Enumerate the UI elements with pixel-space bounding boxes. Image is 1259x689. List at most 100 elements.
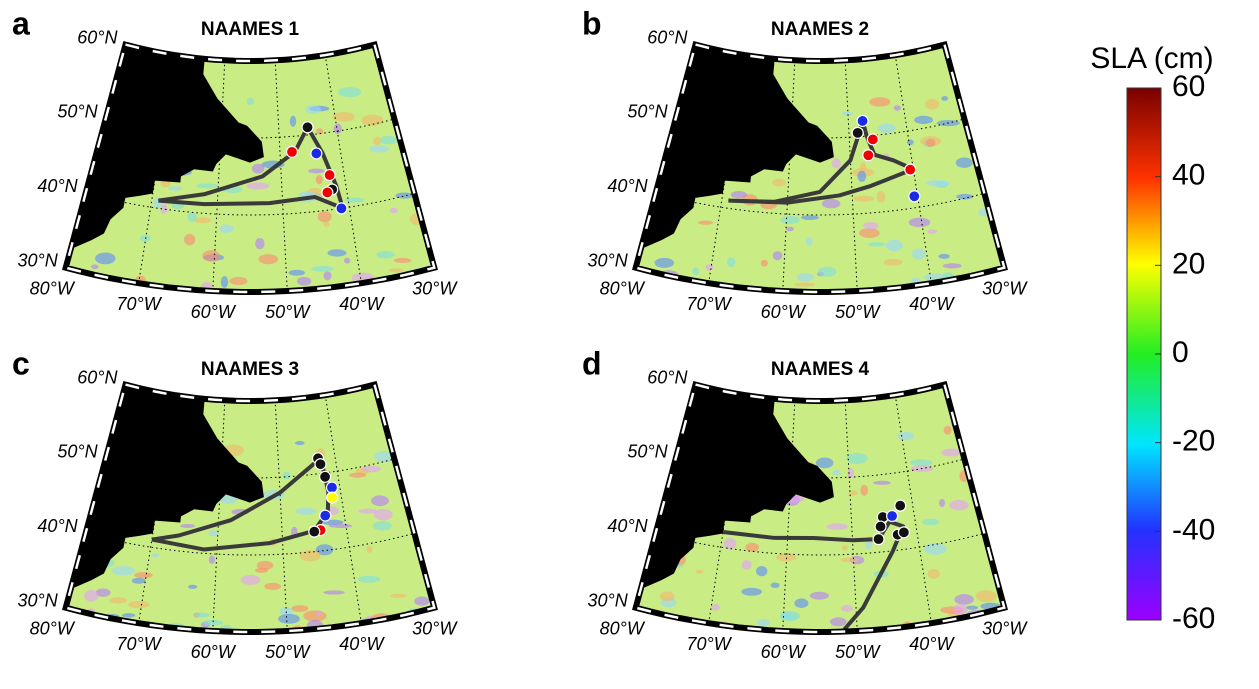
sla-blob — [826, 523, 848, 530]
sla-blob — [315, 544, 334, 556]
sla-blob — [373, 137, 382, 146]
lon-label: 30°W — [982, 278, 1028, 298]
map-frame-dash — [64, 383, 436, 634]
sla-blob — [857, 170, 867, 182]
sla-blob — [659, 591, 675, 602]
sla-blob — [776, 553, 797, 562]
land — [70, 44, 264, 250]
sla-blob — [128, 600, 150, 609]
graticule — [655, 532, 985, 556]
sla-blob — [95, 588, 111, 597]
sla-blob — [941, 448, 962, 457]
station — [866, 133, 879, 146]
sla-blob — [939, 498, 946, 508]
lon-label: 70°W — [117, 294, 163, 314]
sla-blob — [726, 257, 736, 268]
sla-blob — [344, 197, 365, 203]
sla-blob — [366, 546, 373, 553]
graticule — [675, 458, 965, 479]
sla-blob — [938, 253, 950, 259]
sla-blob — [311, 265, 334, 272]
sla-blob — [873, 480, 892, 485]
panel-title: NAAMES 4 — [771, 359, 870, 380]
station — [301, 121, 314, 134]
sla-blob — [862, 221, 879, 230]
lon-label: 60°W — [191, 302, 237, 322]
sla-blob — [859, 228, 880, 238]
sla-blob — [805, 237, 813, 246]
sla-blob — [208, 555, 216, 564]
sla-blob — [240, 574, 261, 585]
sla-blob — [772, 178, 786, 187]
sla-blob — [288, 269, 305, 276]
sla-blob — [187, 212, 197, 223]
sla-blob — [183, 233, 196, 246]
sla-blob — [388, 268, 404, 273]
sla-blob — [956, 193, 974, 200]
lon-label: 30°W — [412, 278, 458, 298]
sla-blob — [923, 542, 947, 555]
lon-label: 70°W — [687, 294, 733, 314]
sla-blob — [327, 249, 347, 257]
sla-blob — [796, 272, 814, 282]
sla-blob — [847, 468, 854, 479]
station — [894, 499, 907, 512]
sla-blob — [925, 138, 936, 148]
colorbar-tick-label: 40 — [1172, 159, 1205, 192]
lon-label: 40°W — [339, 634, 385, 654]
sla-blob — [305, 105, 321, 114]
sla-blob — [361, 465, 382, 473]
station — [897, 526, 910, 539]
graticule — [85, 532, 415, 556]
sla-blob — [941, 96, 949, 101]
colorbar-tick-label: 60 — [1172, 70, 1205, 103]
graticule — [655, 192, 985, 216]
lon-label: 40°W — [909, 294, 955, 314]
graticule — [675, 118, 965, 139]
lat-label: 30°N — [588, 250, 629, 270]
station — [874, 520, 887, 533]
sla-blob — [180, 523, 195, 528]
sla-blob — [695, 569, 704, 574]
sla-blob — [730, 190, 748, 199]
sla-blob — [251, 163, 265, 174]
station — [308, 525, 321, 538]
station — [323, 168, 336, 182]
graticule — [105, 118, 395, 139]
sla-blob — [317, 211, 332, 223]
sla-blob — [785, 226, 794, 232]
sla-blob — [780, 215, 800, 224]
sla-blob — [911, 248, 926, 260]
sla-blob — [84, 589, 99, 602]
sla-blob — [955, 157, 973, 168]
sla-blob — [926, 180, 950, 187]
sla-blob — [131, 577, 146, 584]
sla-blob — [371, 495, 389, 507]
sla-blob — [760, 259, 768, 267]
station — [325, 481, 339, 494]
sla-blob — [229, 276, 248, 286]
sla-blob — [756, 618, 770, 627]
sla-blob — [893, 105, 901, 111]
sla-blob — [95, 252, 116, 265]
lon-label: 50°W — [265, 642, 311, 662]
sla-blob — [389, 593, 407, 598]
sla-blob — [698, 220, 714, 225]
map-frame-dash — [634, 43, 1006, 294]
sla-blob — [332, 112, 355, 122]
station — [310, 147, 323, 160]
sla-blob — [897, 431, 915, 441]
sla-blob — [868, 242, 886, 247]
sla-blob — [369, 145, 390, 153]
sla-blob — [395, 192, 414, 199]
sla-blob — [841, 111, 854, 116]
sla-blob — [303, 610, 327, 622]
station — [851, 126, 864, 139]
lat-label: 40°N — [37, 516, 78, 536]
panel-title: NAAMES 2 — [771, 19, 869, 40]
sla-blob — [338, 87, 362, 98]
sla-blob — [109, 597, 127, 604]
sla-blob — [869, 97, 891, 107]
sla-blob — [291, 605, 309, 612]
